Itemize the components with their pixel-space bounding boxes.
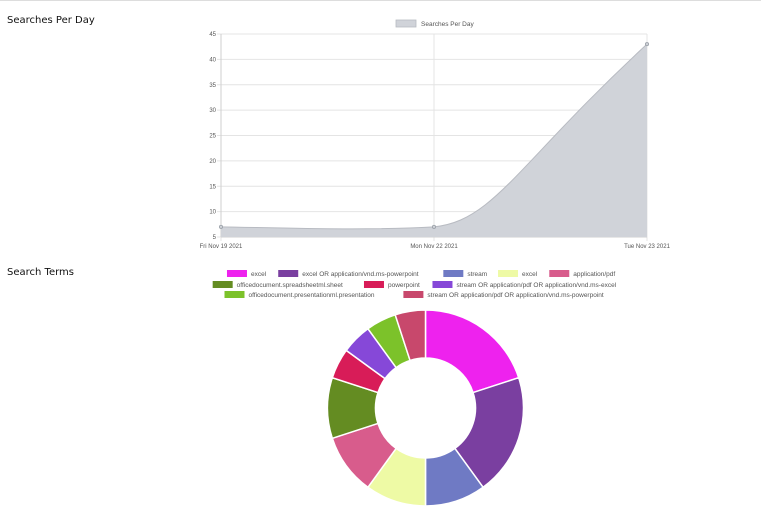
- legend-swatch: [443, 270, 464, 277]
- doughnut-slice: [424, 309, 520, 394]
- legend-label: stream: [467, 271, 487, 278]
- doughnut-slice: [394, 309, 427, 362]
- legend-label: Searches Per Day: [421, 21, 474, 28]
- data-point: [431, 224, 436, 229]
- y-tick-label: 30: [209, 108, 216, 114]
- top-divider: [0, 0, 761, 1]
- y-tick-label: 45: [209, 32, 216, 38]
- y-tick-label: 20: [209, 159, 216, 165]
- legend-label: stream OR application/pdf OR application…: [456, 282, 616, 289]
- search-terms-title: Search Terms: [7, 267, 74, 278]
- legend-swatch: [363, 281, 384, 288]
- legend-swatch: [498, 270, 519, 277]
- legend-label: excel OR application/vnd.ms-powerpoint: [302, 271, 419, 278]
- legend-label: stream OR application/pdf OR application…: [427, 292, 604, 299]
- legend-label: excel: [251, 271, 267, 278]
- legend-swatch: [549, 270, 570, 277]
- legend-swatch: [278, 270, 299, 277]
- legend-swatch: [403, 291, 424, 298]
- x-tick-label: Tue Nov 23 2021: [624, 244, 670, 250]
- legend-label: officedocument.presentationml.presentati…: [249, 292, 375, 299]
- legend-swatch: [224, 291, 245, 298]
- data-point: [645, 42, 650, 47]
- y-tick-label: 40: [209, 57, 216, 63]
- y-tick-label: 10: [209, 210, 216, 216]
- legend-label: application/pdf: [573, 271, 615, 278]
- legend-swatch: [395, 19, 417, 28]
- y-tick-label: 25: [209, 134, 216, 140]
- data-point: [218, 224, 223, 229]
- y-tick-label: 35: [209, 83, 216, 89]
- y-tick-label: 15: [209, 184, 216, 190]
- legend-label: powerpoint: [388, 282, 420, 289]
- legend-swatch: [212, 281, 233, 288]
- legend-swatch: [432, 281, 453, 288]
- x-tick-label: Fri Nov 19 2021: [200, 244, 243, 250]
- x-tick-label: Mon Nov 22 2021: [410, 244, 458, 250]
- searches-per-day-title: Searches Per Day: [7, 15, 95, 26]
- legend-label: excel: [522, 271, 538, 278]
- legend-swatch: [226, 270, 247, 277]
- area-line: [220, 43, 648, 230]
- y-tick-label: 5: [213, 235, 217, 241]
- legend-label: officedocument.spreadsheetml.sheet: [237, 282, 343, 289]
- area-fill: [221, 44, 647, 238]
